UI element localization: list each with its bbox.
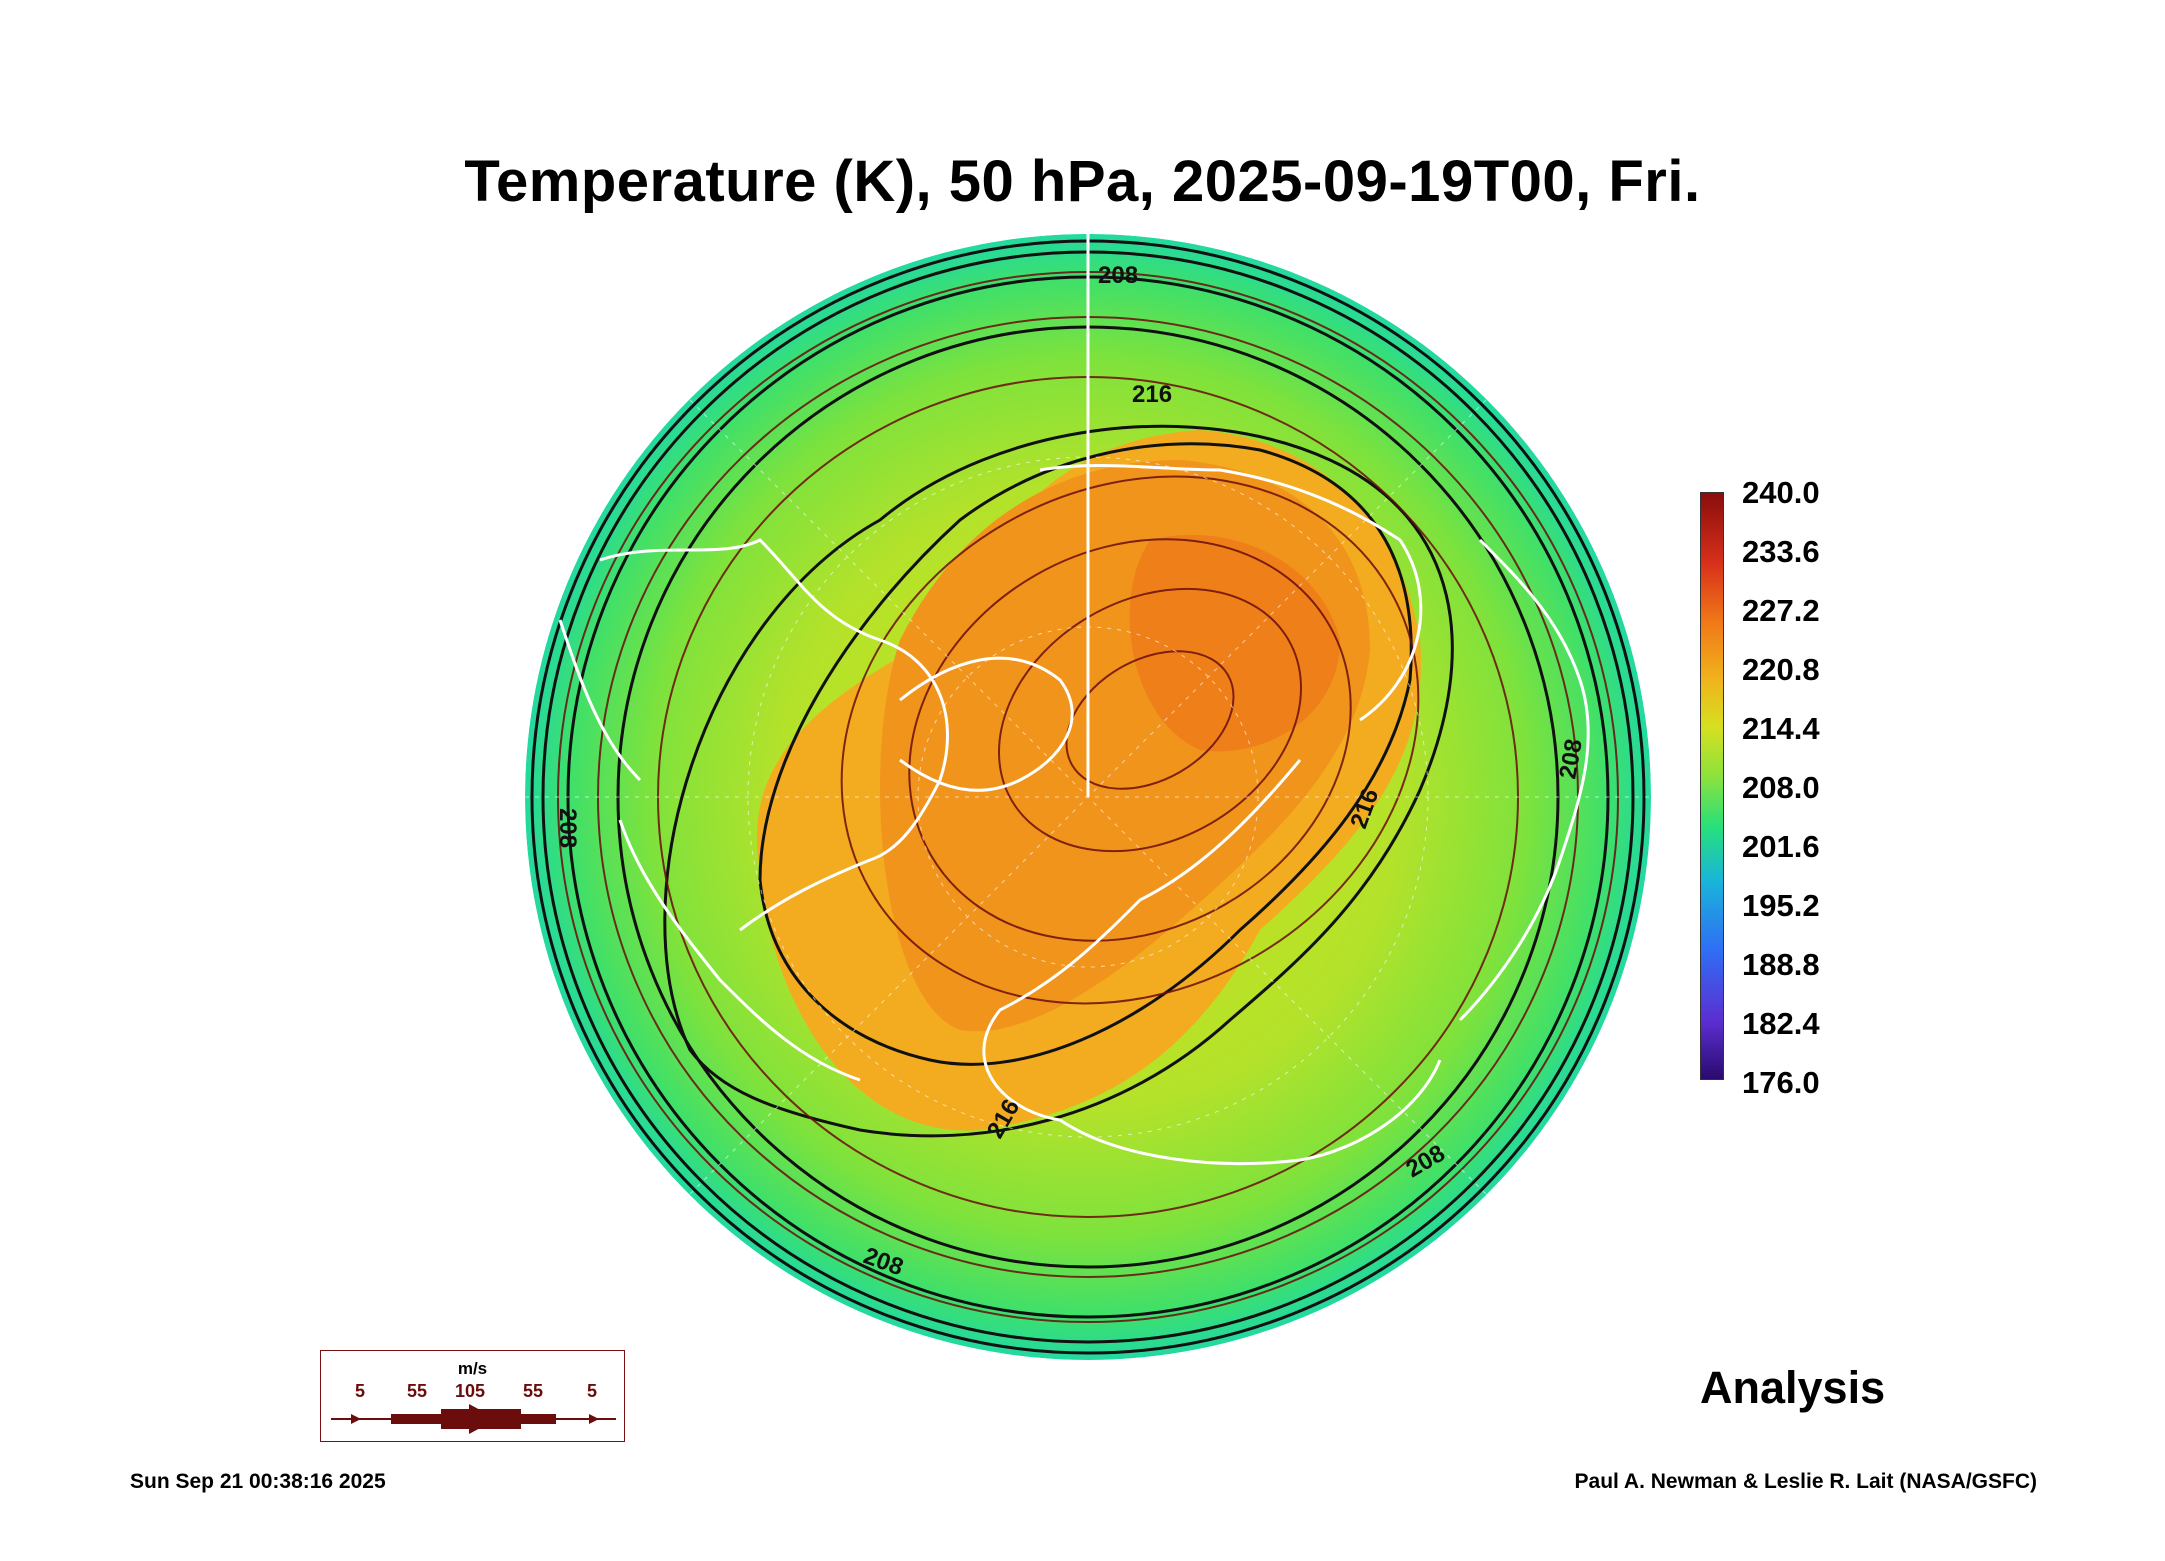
colorbar-label: 176.0 <box>1742 1065 1820 1100</box>
coastlines <box>558 464 1590 1166</box>
wind-legend-value: 5 <box>355 1381 366 1401</box>
map-disc <box>525 234 1651 1360</box>
wind-speed-legend: m/s 5 55 105 55 5 <box>320 1350 625 1442</box>
wind-legend-value: 5 <box>587 1381 598 1401</box>
colorbar-label: 214.4 <box>1742 711 1820 746</box>
wind-legend-value: 105 <box>455 1381 486 1401</box>
map-title: Temperature (K), 50 hPa, 2025-09-19T00, … <box>464 149 1701 214</box>
colorbar-label: 227.2 <box>1742 593 1820 628</box>
colorbar-label: 208.0 <box>1742 770 1820 805</box>
wind-legend-arrow <box>331 1404 616 1434</box>
analysis-label: Analysis <box>1700 1362 1886 1413</box>
colorbar-label: 188.8 <box>1742 947 1820 982</box>
contour-label: 208 <box>554 808 581 848</box>
wind-legend-unit: m/s <box>457 1359 488 1378</box>
colorbar <box>1700 492 1724 1080</box>
credit: Paul A. Newman & Leslie R. Lait (NASA/GS… <box>1574 1470 2037 1493</box>
wind-legend-value: 55 <box>407 1381 428 1401</box>
colorbar-label: 182.4 <box>1742 1006 1820 1041</box>
colorbar-label: 201.6 <box>1742 829 1820 864</box>
wind-legend-value: 55 <box>523 1381 544 1401</box>
colorbar-label: 240.0 <box>1742 475 1820 510</box>
colorbar-label: 195.2 <box>1742 888 1820 923</box>
contour-label: 208 <box>1098 262 1138 289</box>
colorbar-label: 220.8 <box>1742 652 1820 687</box>
colorbar-label: 233.6 <box>1742 534 1820 569</box>
timestamp: Sun Sep 21 00:38:16 2025 <box>130 1470 386 1493</box>
contour-label: 216 <box>1132 381 1172 408</box>
